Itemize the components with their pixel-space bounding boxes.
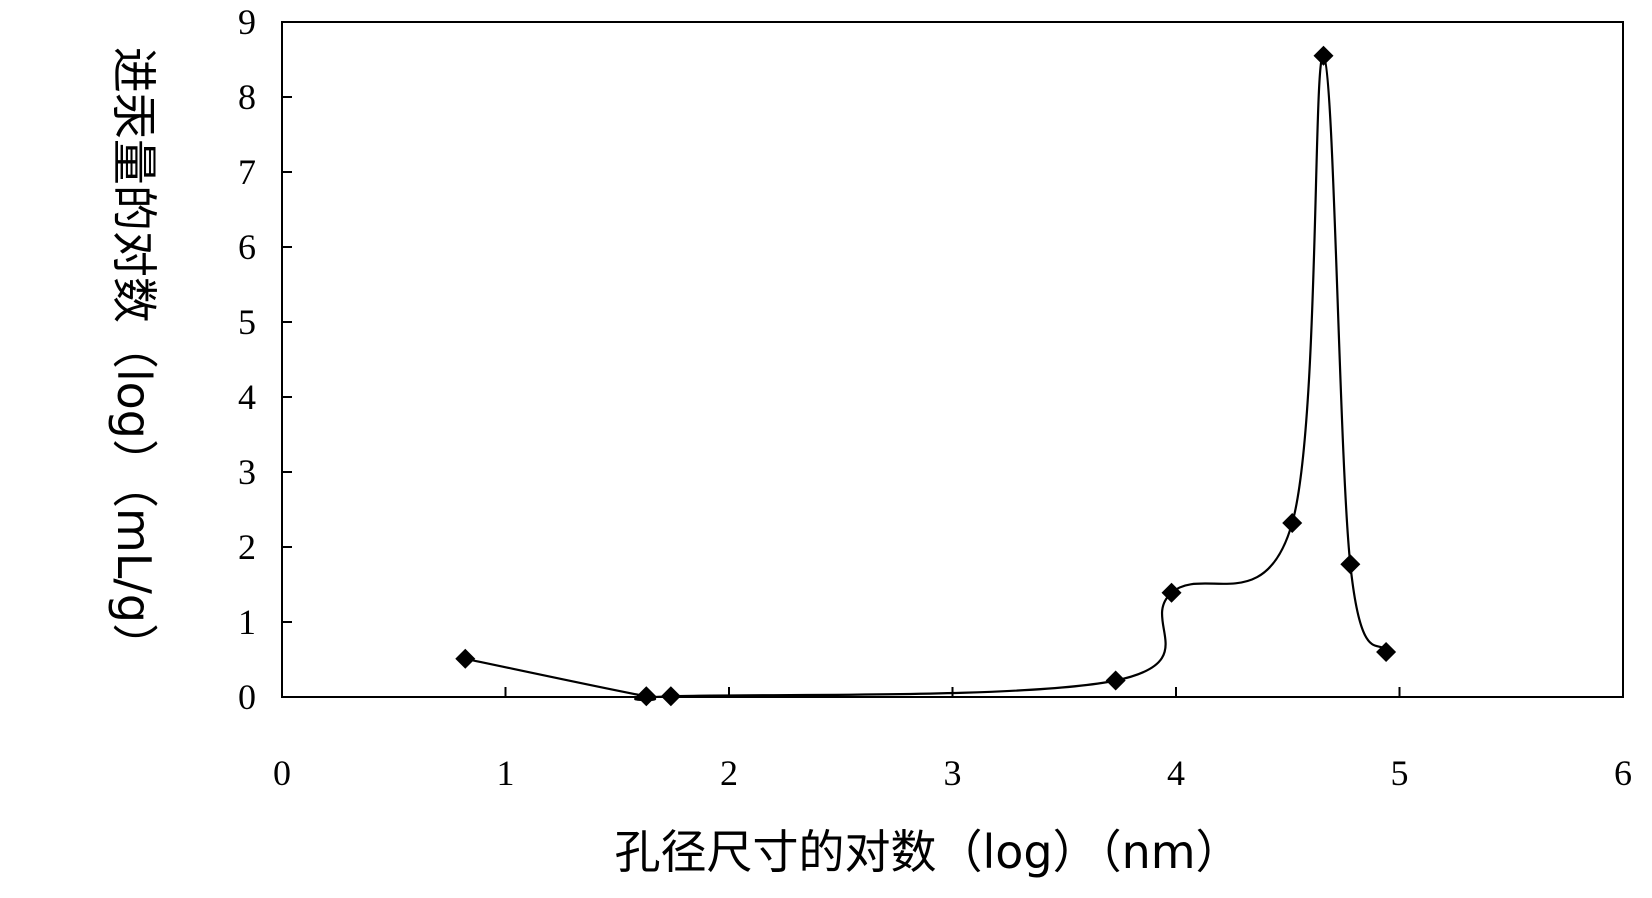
- data-point-marker: [1313, 45, 1334, 66]
- x-axis-ticks: 0 1 2 3 4 5 6: [273, 687, 1632, 793]
- y-axis-ticks: 0 1 2 3 4 5 6 7 8 9: [238, 2, 292, 717]
- series-layer: [455, 45, 1397, 707]
- y-tick-label: 3: [238, 452, 256, 492]
- y-axis-label: 进汞量的对数（log）（mL/g）: [107, 47, 161, 669]
- data-point-marker: [1340, 554, 1361, 575]
- x-tick-label: 0: [273, 753, 291, 793]
- x-tick-label: 6: [1614, 753, 1632, 793]
- y-tick-label: 6: [238, 227, 256, 267]
- x-tick-label: 1: [497, 753, 515, 793]
- data-point-marker: [1376, 642, 1397, 662]
- data-point-marker: [1161, 582, 1182, 603]
- data-point-marker: [660, 686, 681, 707]
- y-tick-label: 2: [238, 527, 256, 567]
- data-point-marker: [636, 686, 657, 707]
- x-tick-label: 2: [720, 753, 738, 793]
- y-tick-label: 5: [238, 302, 256, 342]
- x-axis-label: 孔径尺寸的对数（log）（nm）: [614, 825, 1241, 879]
- plot-frame: [281, 21, 1624, 698]
- x-tick-label: 3: [944, 753, 962, 793]
- y-tick-label: 1: [238, 602, 256, 642]
- y-tick-label: 4: [238, 377, 256, 417]
- x-tick-label: 4: [1167, 753, 1185, 793]
- data-point-marker: [455, 648, 476, 669]
- y-tick-label: 0: [238, 677, 256, 717]
- data-point-marker: [1105, 670, 1126, 691]
- y-tick-label: 9: [238, 2, 256, 42]
- y-tick-label: 8: [238, 77, 256, 117]
- y-tick-label: 7: [238, 152, 256, 192]
- x-tick-label: 5: [1391, 753, 1409, 793]
- data-point-marker: [1282, 513, 1303, 533]
- series-line: [465, 54, 1388, 702]
